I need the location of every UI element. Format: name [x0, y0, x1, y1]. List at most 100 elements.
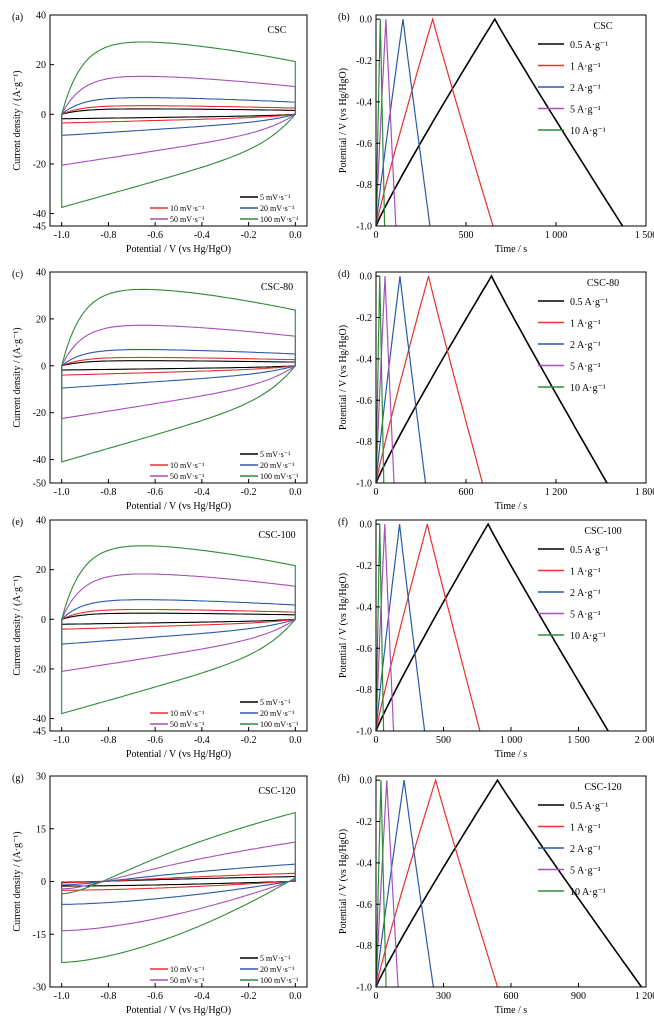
plot-frame	[49, 14, 308, 227]
x-tick-label: 0	[374, 991, 379, 1002]
y-tick-label: 0	[41, 110, 46, 121]
x-tick-label: -1.0	[54, 487, 70, 498]
gcd-curve-0	[375, 274, 608, 484]
y-tick-label: 40	[36, 268, 46, 279]
x-tick-label: 1 000	[545, 230, 568, 241]
y-tick-label: -1.0	[356, 727, 372, 738]
x-tick-label: 900	[571, 991, 586, 1002]
y-tick-label: -1.0	[356, 479, 372, 490]
chart-panel-c: CSC-80 5 mV·s⁻¹ 10 mV·s⁻¹ 20 mV·s⁻¹ 50 mV·s⁻…	[12, 268, 308, 512]
legend-label: 100 mV·s⁻¹	[260, 215, 299, 224]
y-tick-label: -15	[33, 930, 46, 941]
y-tick-label: -20	[33, 664, 46, 675]
chart-panel-d: CSC-80 0.5 A·g⁻¹ 1 A·g⁻¹ 2 A·g⁻¹ 5 A·g⁻¹ 10 A…	[338, 269, 654, 512]
legend-label: 1 A·g⁻¹	[570, 823, 601, 834]
chart-panel-f: CSC-100 0.5 A·g⁻¹ 1 A·g⁻¹ 2 A·g⁻¹ 5 A·g⁻¹ 10 …	[338, 517, 654, 760]
x-tick-label: -0.8	[100, 230, 116, 241]
panel-label: (f)	[338, 517, 348, 528]
x-tick-label: 600	[504, 991, 519, 1002]
legend-label: 10 A·g⁻¹	[570, 887, 606, 898]
x-tick-label: -1.0	[54, 991, 70, 1002]
y-tick-label: 40	[36, 516, 46, 527]
legend-label: 5 A·g⁻¹	[570, 610, 601, 621]
gcd-curve-1	[375, 777, 499, 988]
panel-label: (b)	[338, 12, 350, 23]
x-tick-label: -1.0	[54, 735, 70, 746]
legend-label: 10 A·g⁻¹	[570, 631, 606, 642]
legend-label: 50 mV·s⁻¹	[170, 472, 205, 481]
gcd-curve-4	[375, 780, 387, 988]
legend-label: 50 mV·s⁻¹	[170, 215, 205, 224]
legend-label: 10 mV·s⁻¹	[170, 461, 205, 470]
x-tick-label: 1 000	[500, 735, 523, 746]
y-tick-label: -0.6	[356, 396, 372, 407]
legend-label: 5 A·g⁻¹	[570, 105, 601, 116]
legend-label: 0.5 A·g⁻¹	[570, 545, 608, 556]
y-tick-label: -50	[33, 479, 46, 490]
y-tick-label: 20	[36, 60, 46, 71]
legend-label: 1 A·g⁻¹	[570, 567, 601, 578]
panel-title: CSC-80	[261, 282, 293, 293]
y-tick-label: 0.0	[360, 272, 373, 283]
y-tick-label: -1.0	[356, 983, 372, 994]
legend-label: 5 A·g⁻¹	[570, 866, 601, 877]
y-tick-label: -0.4	[356, 97, 372, 108]
x-axis-label: Time / s	[495, 1005, 528, 1016]
y-axis-label: Current density / (A·g⁻¹)	[12, 70, 23, 170]
panel-title: CSC-80	[587, 278, 619, 289]
x-tick-label: -1.0	[54, 230, 70, 241]
chart-panel-a: CSC 5 mV·s⁻¹ 10 mV·s⁻¹ 20 mV·s⁻¹ 50 mV·s⁻¹ 10…	[12, 11, 308, 255]
x-tick-label: -0.8	[100, 487, 116, 498]
y-tick-label: -20	[33, 408, 46, 419]
cv-curve-4	[61, 545, 296, 715]
y-tick-label: -0.2	[356, 817, 372, 828]
x-axis-label: Time / s	[495, 244, 528, 255]
x-axis-label: Time / s	[495, 501, 528, 512]
y-tick-label: 0	[41, 615, 46, 626]
gcd-curve-2	[375, 19, 431, 227]
x-axis-label: Time / s	[495, 749, 528, 760]
x-tick-label: -0.2	[241, 230, 257, 241]
y-axis-label: Current density / (A·g⁻¹)	[12, 831, 23, 931]
legend-label: 2 A·g⁻¹	[570, 588, 601, 599]
x-tick-label: 0.0	[289, 487, 302, 498]
y-tick-label: 0	[41, 361, 46, 372]
gcd-curve-0	[375, 522, 609, 732]
x-tick-label: 500	[436, 735, 451, 746]
panel-label: (g)	[12, 773, 24, 784]
legend-label: 0.5 A·g⁻¹	[570, 297, 608, 308]
panel-label: (c)	[12, 269, 23, 280]
gcd-curve-3	[375, 780, 399, 988]
x-axis-label: Potential / V (vs Hg/HgO)	[126, 244, 231, 255]
legend-label: 10 mV·s⁻¹	[170, 204, 205, 213]
legend-label: 100 mV·s⁻¹	[260, 976, 299, 985]
legend-label: 2 A·g⁻¹	[570, 844, 601, 855]
legend-label: 10 A·g⁻¹	[570, 383, 606, 394]
x-tick-label: 0	[374, 735, 379, 746]
plot-frame	[49, 271, 308, 484]
gcd-curve-1	[375, 523, 481, 732]
x-tick-label: 0.0	[289, 735, 302, 746]
x-tick-label: 1 200	[635, 991, 654, 1002]
panel-title: CSC-100	[258, 530, 295, 541]
x-tick-label: -0.4	[194, 230, 210, 241]
y-tick-label: -45	[33, 222, 46, 233]
x-tick-label: 1 200	[545, 487, 568, 498]
x-tick-label: -0.8	[100, 735, 116, 746]
x-tick-label: -0.2	[241, 487, 257, 498]
cv-curve-2	[61, 863, 296, 905]
x-axis-label: Potential / V (vs Hg/HgO)	[126, 749, 231, 760]
y-tick-label: 0.0	[360, 15, 373, 26]
panel-label: (h)	[338, 773, 350, 784]
gcd-curve-2	[375, 276, 427, 484]
x-tick-label: -0.8	[100, 991, 116, 1002]
x-tick-label: -0.4	[194, 991, 210, 1002]
gcd-curve-4	[375, 19, 386, 227]
legend-label: 100 mV·s⁻¹	[260, 472, 299, 481]
chart-panel-b: CSC 0.5 A·g⁻¹ 1 A·g⁻¹ 2 A·g⁻¹ 5 A·g⁻¹ 10 A·g⁻…	[338, 12, 654, 255]
y-tick-label: -0.8	[356, 180, 372, 191]
legend-label: 50 mV·s⁻¹	[170, 976, 205, 985]
cv-curve-4	[61, 41, 296, 209]
x-tick-label: -0.2	[241, 991, 257, 1002]
